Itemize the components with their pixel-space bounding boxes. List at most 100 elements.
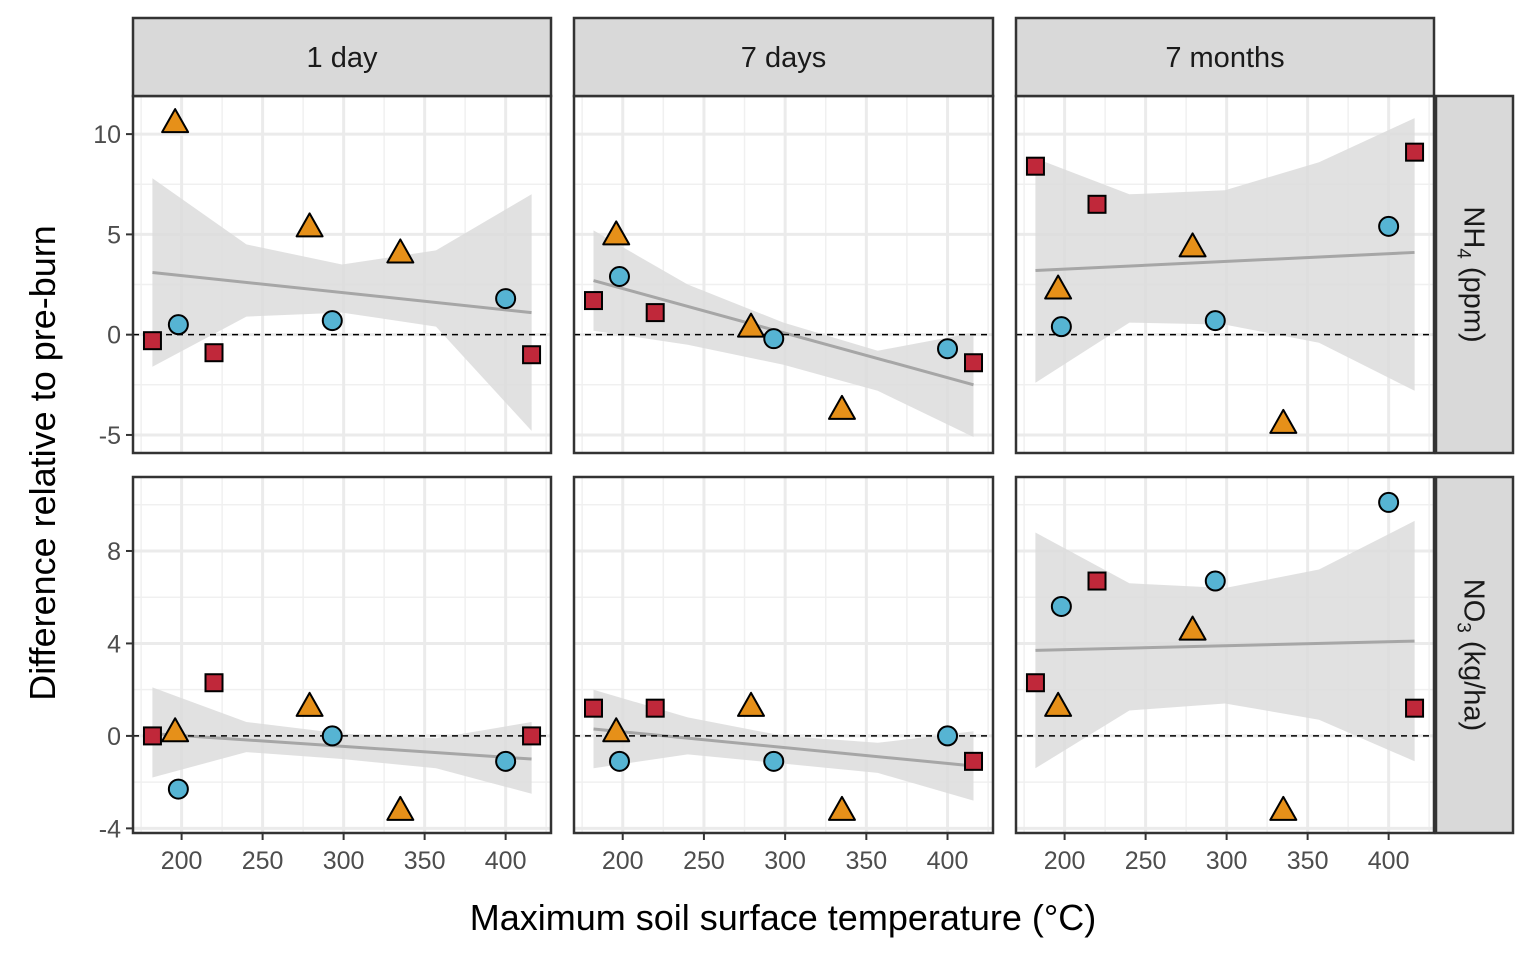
panel-border bbox=[1014, 475, 1436, 835]
circle-point bbox=[1204, 310, 1226, 332]
x-tick-label: 250 bbox=[1125, 847, 1167, 875]
x-axis-title: Maximum soil surface temperature (°C) bbox=[470, 897, 1097, 938]
panel-nh4-1 bbox=[572, 94, 995, 455]
row-strip-label-main: NH bbox=[1458, 206, 1490, 248]
regression-line bbox=[1035, 250, 1415, 272]
square-point bbox=[522, 726, 542, 746]
column-strip: 1 day bbox=[131, 16, 553, 98]
panel-no3-2 bbox=[1014, 475, 1436, 835]
circle-point bbox=[495, 750, 517, 772]
panel-border bbox=[131, 475, 553, 835]
column-strip: 7 days bbox=[572, 16, 995, 98]
triangle-point bbox=[602, 220, 631, 246]
y-tick-label: 8 bbox=[107, 538, 121, 566]
square-point bbox=[1405, 142, 1425, 162]
square-point bbox=[645, 303, 665, 323]
panel-no3-0 bbox=[131, 475, 553, 835]
panel-nh4-2 bbox=[1014, 94, 1436, 455]
strip-background bbox=[131, 16, 553, 98]
triangle-point bbox=[1269, 795, 1298, 821]
y-axis-title: Difference relative to pre-burn bbox=[22, 225, 63, 701]
panel-nh4-0 bbox=[131, 94, 553, 455]
column-strip-label: 7 days bbox=[741, 42, 826, 74]
x-tick-label: 200 bbox=[1044, 847, 1086, 875]
x-tick-label: 350 bbox=[845, 847, 887, 875]
square-point bbox=[964, 751, 984, 771]
column-strip: 7 months bbox=[1014, 16, 1436, 98]
axes-layer: 10 5 0 -5 8 4 0 -4 200 250 300 350 400 200 250 300 350 40… bbox=[93, 121, 1409, 875]
y-tick-label: 10 bbox=[93, 121, 121, 149]
confidence-band bbox=[152, 687, 532, 794]
square-point bbox=[1025, 673, 1045, 693]
square-point bbox=[1087, 194, 1107, 214]
x-tick-label: 350 bbox=[1287, 847, 1329, 875]
circle-point bbox=[1378, 491, 1400, 513]
y-tick-label: -5 bbox=[99, 422, 121, 450]
strip-background bbox=[1434, 94, 1515, 455]
y-tick-label: -4 bbox=[99, 815, 121, 843]
triangle-point bbox=[1044, 691, 1073, 717]
x-tick-label: 400 bbox=[1368, 847, 1410, 875]
square-point bbox=[142, 726, 162, 746]
confidence-band bbox=[593, 689, 974, 801]
square-point bbox=[522, 345, 542, 365]
x-tick-label: 300 bbox=[764, 847, 806, 875]
row-strip: NO3 (kg/ha) bbox=[1434, 475, 1515, 835]
x-tick-label: 200 bbox=[161, 847, 203, 875]
strip-background bbox=[1014, 16, 1436, 98]
circle-point bbox=[763, 750, 785, 772]
circle-point bbox=[763, 328, 785, 350]
y-tick-label: 0 bbox=[107, 322, 121, 350]
row-strip-label: NH4 (ppm) bbox=[1453, 206, 1490, 342]
circle-point bbox=[321, 725, 343, 747]
square-point bbox=[1025, 156, 1045, 176]
column-strip-label: 1 day bbox=[307, 42, 378, 74]
row-strip-label-subscript: 3 bbox=[1453, 622, 1474, 633]
triangle-point bbox=[386, 795, 415, 821]
strip-background bbox=[1434, 475, 1515, 835]
triangle-point bbox=[827, 394, 856, 420]
confidence-band bbox=[152, 178, 532, 431]
row-strip-label-rest: (ppm) bbox=[1458, 259, 1490, 343]
strip-background bbox=[572, 16, 995, 98]
square-point bbox=[142, 331, 162, 351]
y-tick-label: 4 bbox=[107, 630, 121, 658]
x-tick-label: 400 bbox=[927, 847, 969, 875]
x-tick-label: 300 bbox=[323, 847, 365, 875]
x-tick-label: 400 bbox=[485, 847, 527, 875]
triangle-point bbox=[1178, 615, 1207, 641]
circle-point bbox=[167, 778, 189, 800]
circle-point bbox=[608, 266, 630, 288]
triangle-point bbox=[1178, 232, 1207, 258]
y-tick-label: 0 bbox=[107, 723, 121, 751]
circle-point bbox=[1204, 570, 1226, 592]
triangle-point bbox=[827, 795, 856, 821]
square-point bbox=[204, 343, 224, 363]
regression-line bbox=[593, 279, 974, 387]
panels-layer bbox=[131, 94, 1436, 835]
square-point bbox=[964, 353, 984, 373]
square-point bbox=[204, 673, 224, 693]
row-strip-label: NO3 (kg/ha) bbox=[1453, 579, 1490, 731]
y-tick-label: 5 bbox=[107, 221, 121, 249]
facet-strips: 1 day 7 days 7 months NH4 (ppm) NO3 (kg/ha) bbox=[131, 16, 1515, 835]
triangle-point bbox=[737, 691, 766, 717]
row-strip-label-rest: (kg/ha) bbox=[1458, 633, 1490, 731]
circle-point bbox=[1050, 595, 1072, 617]
panel-no3-1 bbox=[572, 475, 995, 835]
x-tick-label: 350 bbox=[404, 847, 446, 875]
square-point bbox=[583, 698, 603, 718]
circle-point bbox=[937, 725, 959, 747]
circle-point bbox=[937, 338, 959, 360]
triangle-point bbox=[737, 312, 766, 338]
triangle-point bbox=[295, 212, 324, 238]
circle-point bbox=[167, 314, 189, 336]
triangle-point bbox=[295, 691, 324, 717]
circle-point bbox=[1378, 215, 1400, 237]
column-strip-label: 7 months bbox=[1165, 42, 1284, 74]
confidence-band bbox=[1035, 118, 1415, 391]
triangle-point bbox=[1269, 408, 1298, 434]
triangle-point bbox=[161, 717, 190, 743]
panel-border bbox=[572, 475, 995, 835]
square-point bbox=[645, 698, 665, 718]
